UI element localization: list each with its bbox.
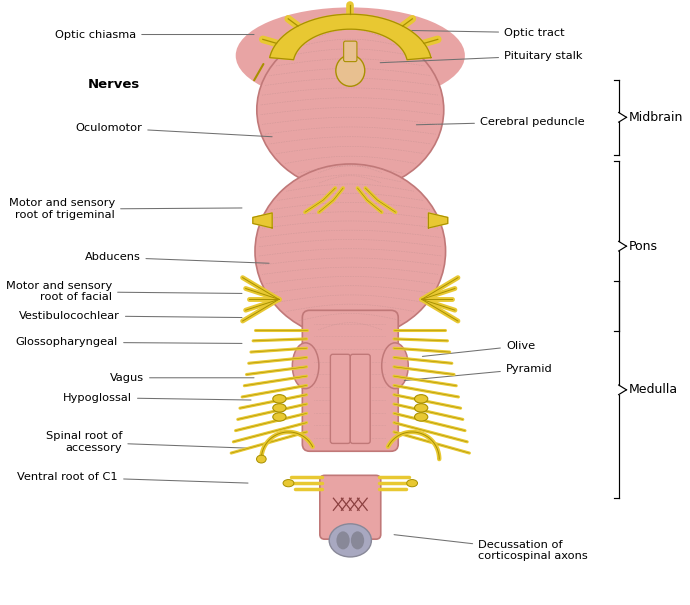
FancyBboxPatch shape (331, 355, 351, 443)
Text: Optic chiasma: Optic chiasma (55, 30, 254, 39)
Text: Optic tract: Optic tract (403, 28, 564, 38)
Text: Pyramid: Pyramid (404, 364, 553, 381)
Text: Oculomotor: Oculomotor (75, 123, 272, 137)
Polygon shape (270, 15, 431, 60)
Ellipse shape (273, 413, 286, 421)
Ellipse shape (255, 164, 446, 339)
Ellipse shape (337, 531, 350, 549)
Ellipse shape (415, 394, 428, 403)
Text: Cerebral peduncle: Cerebral peduncle (416, 117, 584, 127)
Text: Pituitary stalk: Pituitary stalk (380, 51, 582, 63)
Text: Midbrain: Midbrain (629, 111, 683, 123)
Text: Vestibulocochlear: Vestibulocochlear (19, 311, 242, 321)
Ellipse shape (293, 343, 319, 388)
Text: Abducens: Abducens (85, 252, 269, 263)
Text: Glossopharyngeal: Glossopharyngeal (16, 337, 242, 347)
Text: Vagus: Vagus (110, 373, 254, 383)
Text: Hypoglossal: Hypoglossal (63, 393, 251, 403)
FancyBboxPatch shape (302, 310, 398, 451)
Text: Pons: Pons (629, 240, 658, 253)
Polygon shape (253, 213, 272, 228)
Text: Olive: Olive (422, 341, 535, 356)
Text: Decussation of
corticospinal axons: Decussation of corticospinal axons (394, 535, 588, 561)
Ellipse shape (257, 28, 444, 191)
FancyBboxPatch shape (320, 476, 381, 539)
Ellipse shape (415, 404, 428, 412)
Text: Nerves: Nerves (88, 78, 140, 91)
Ellipse shape (351, 531, 364, 549)
Ellipse shape (415, 413, 428, 421)
Ellipse shape (273, 404, 286, 412)
Ellipse shape (273, 394, 286, 403)
Text: Ventral root of C1: Ventral root of C1 (17, 472, 248, 483)
Ellipse shape (382, 343, 408, 388)
Ellipse shape (336, 55, 365, 87)
Text: Spinal root of
accessory: Spinal root of accessory (46, 431, 248, 453)
Ellipse shape (406, 480, 417, 487)
Text: Medulla: Medulla (629, 384, 678, 396)
Polygon shape (428, 213, 448, 228)
FancyBboxPatch shape (351, 355, 371, 443)
Text: Motor and sensory
root of facial: Motor and sensory root of facial (6, 281, 242, 302)
Ellipse shape (283, 480, 294, 487)
FancyBboxPatch shape (344, 41, 357, 62)
Text: Motor and sensory
root of trigeminal: Motor and sensory root of trigeminal (9, 198, 242, 220)
Ellipse shape (236, 7, 465, 104)
Ellipse shape (257, 455, 266, 463)
Ellipse shape (329, 524, 371, 557)
